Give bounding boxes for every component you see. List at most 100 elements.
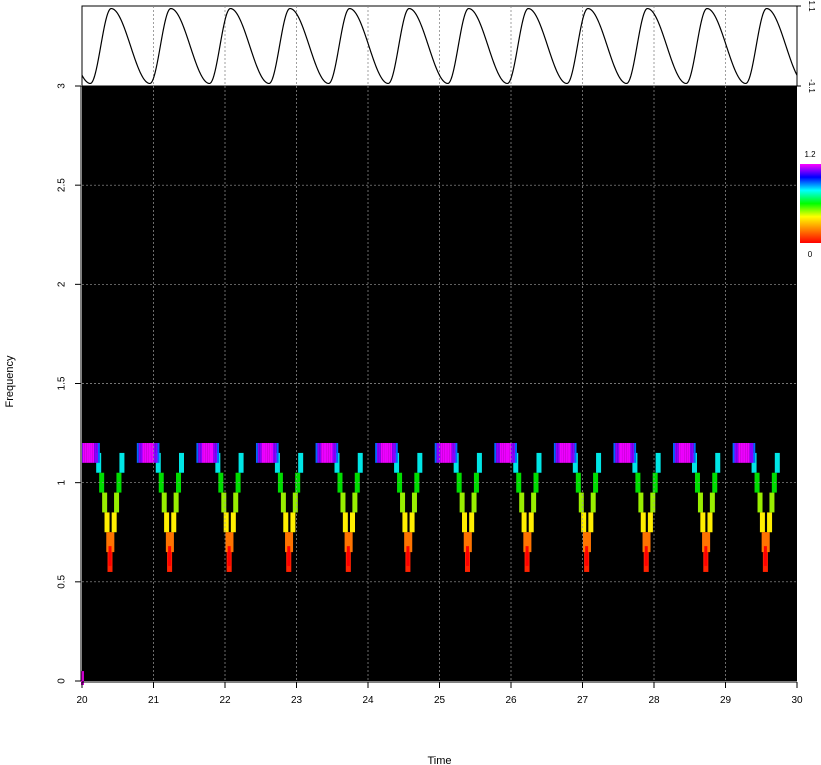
heatmap-cell [92,443,94,463]
heatmap-cell [444,443,446,463]
heatmap-cell [139,443,141,463]
x-tick-label: 20 [76,695,88,706]
heatmap-cell [638,493,643,513]
heatmap-cell [333,443,335,463]
waveform-y-tick-label: -1.1 [807,79,816,93]
heatmap-cell [494,443,496,463]
y-tick-label: 0 [57,678,68,684]
heatmap-cell [400,493,405,513]
heatmap-cell [206,443,208,463]
x-tick-label: 29 [720,695,732,706]
heatmap-cell [560,443,562,463]
heatmap-cell [281,493,286,513]
heatmap-cell [506,443,508,463]
x-axis-title: Time [427,755,451,765]
heatmap-cell [677,443,679,463]
x-tick-label: 27 [577,695,589,706]
x-tick-label: 22 [219,695,231,706]
heatmap-cell [224,512,229,532]
heatmap-cell [221,493,226,513]
heatmap-cell [340,493,345,513]
heatmap-cell [760,512,765,532]
heatmap-cell [211,443,213,463]
heatmap-cell [556,443,558,463]
heatmap-cell [179,453,184,473]
heatmap-cell [627,443,629,463]
heatmap-cell [215,443,217,463]
x-tick-label: 26 [505,695,517,706]
heatmap-cell [317,443,319,463]
heatmap-cell [513,443,515,463]
heatmap-cell [287,546,290,566]
heatmap-cell [736,443,738,463]
heatmap-cell [352,493,357,513]
heatmap-cell [508,443,510,463]
heatmap-cell [554,443,556,463]
heatmap-cell [561,443,563,463]
heatmap-cell [466,546,469,566]
heatmap-cell [412,493,417,513]
heatmap-cell [567,443,569,463]
heatmap-cell [650,493,655,513]
heatmap-cell [402,512,407,532]
y-tick-label: 3 [57,83,68,89]
heatmap-cell [231,512,236,532]
heatmap-cell [256,443,258,463]
heatmap-panel: 20 21 22 23 24 25 26 27 28 29 30 00.511.522.53 Tim… [4,83,803,765]
heatmap-cell [325,443,327,463]
heatmap-cell [682,443,684,463]
heatmap-cell [343,512,348,532]
heatmap-cell [621,443,623,463]
heatmap-cell [112,512,117,532]
heatmap-cell [746,443,748,463]
heatmap-cell [228,546,231,566]
heatmap-cell [406,546,409,566]
heatmap-cell [498,443,500,463]
heatmap-cell [454,443,456,463]
heatmap-cell [675,443,677,463]
x-tick-label: 25 [434,695,446,706]
heatmap-cell [89,443,91,463]
heatmap-cell [440,443,442,463]
heatmap-cell [381,443,383,463]
y-axis: 00.511.522.53 [57,83,81,684]
heatmap-cell [323,443,325,463]
heatmap-cell [417,453,422,473]
heatmap-cell [681,443,683,463]
heatmap-cell [154,443,156,463]
heatmap-cell [196,443,198,463]
heatmap-cell [258,443,260,463]
heatmap-cell [764,546,767,566]
heatmap-cell [298,453,303,473]
y-axis-title: Frequency [4,355,16,407]
heatmap-cell [437,443,439,463]
heatmap-cell [738,443,740,463]
heatmap-cell [388,443,390,463]
heatmap-cell [94,443,96,463]
heatmap-cell [204,443,206,463]
heatmap-cell [336,443,338,463]
heatmap-cell [269,443,271,463]
heatmap-cell [442,443,444,463]
heatmap-cell [90,443,92,463]
heatmap-cell [753,443,755,463]
x-tick-label: 23 [291,695,303,706]
heatmap-cell [615,443,617,463]
heatmap-cell [331,443,333,463]
heatmap-cell [588,512,593,532]
heatmap-cell [579,493,584,513]
heatmap-cell [358,453,363,473]
heatmap-cell [239,453,244,473]
heatmap-cell [460,493,465,513]
heatmap-cell [751,443,753,463]
heatmap-cell [334,443,336,463]
heatmap-cell [629,443,631,463]
heatmap-cell [137,443,139,463]
heatmap-cell [327,443,329,463]
heatmap-cell [735,443,737,463]
heatmap-cell [96,443,98,463]
heatmap-cell [769,493,774,513]
heatmap-cell [581,512,586,532]
heatmap-cell [688,443,690,463]
heatmap-cell [630,443,632,463]
